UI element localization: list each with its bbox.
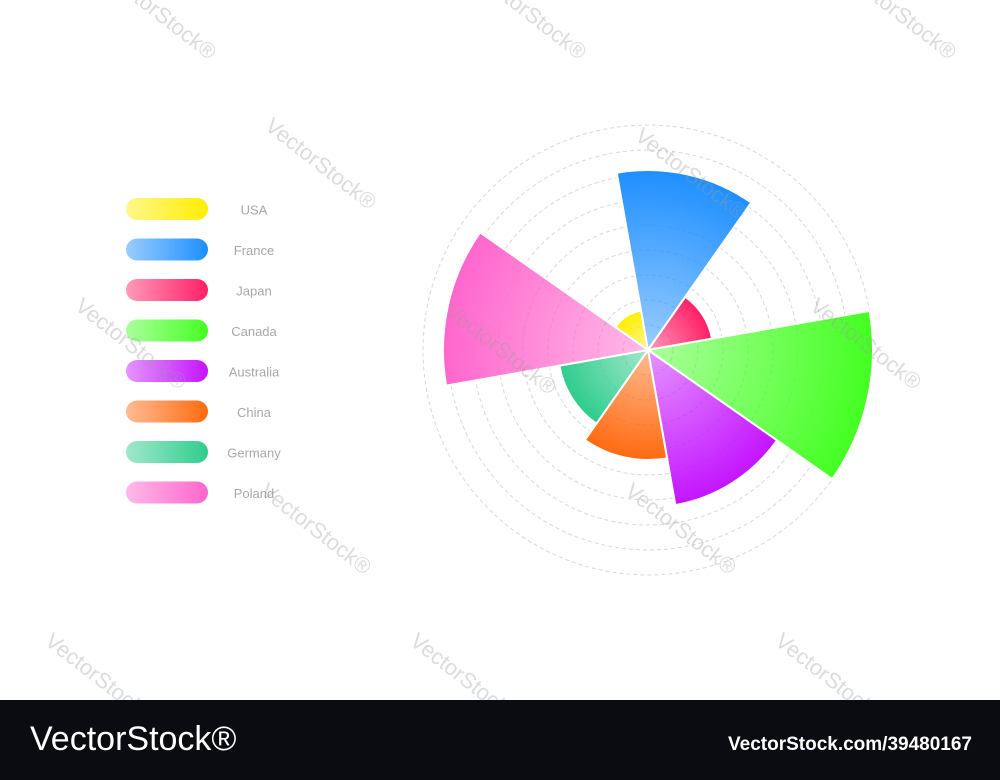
legend-label: Canada [231, 324, 277, 339]
sector [442, 231, 651, 387]
legend-label: Germany [227, 445, 281, 460]
legend-swatch [126, 238, 208, 261]
sector [583, 347, 669, 461]
sector [645, 309, 874, 481]
sector [615, 169, 753, 353]
legend-label: Japan [236, 283, 271, 298]
legend-label: USA [241, 202, 268, 217]
footer-url: VectorStock.com/39480167 [728, 734, 972, 755]
legend-label: China [237, 405, 272, 420]
legend-swatch [126, 481, 208, 504]
legend-swatch [126, 198, 208, 220]
legend-label: France [234, 243, 274, 258]
legend-swatch [126, 360, 208, 382]
sector [646, 347, 779, 507]
legend-swatch [126, 279, 208, 301]
legend-swatch [126, 319, 208, 342]
legend-label: Australia [229, 364, 280, 379]
legend-swatch [126, 400, 208, 423]
sector [558, 348, 651, 426]
footer-bar [0, 700, 1000, 780]
legend-label: Poland [234, 486, 274, 501]
legend-swatch [126, 441, 208, 463]
footer-brand: VectorStock® [30, 720, 236, 758]
